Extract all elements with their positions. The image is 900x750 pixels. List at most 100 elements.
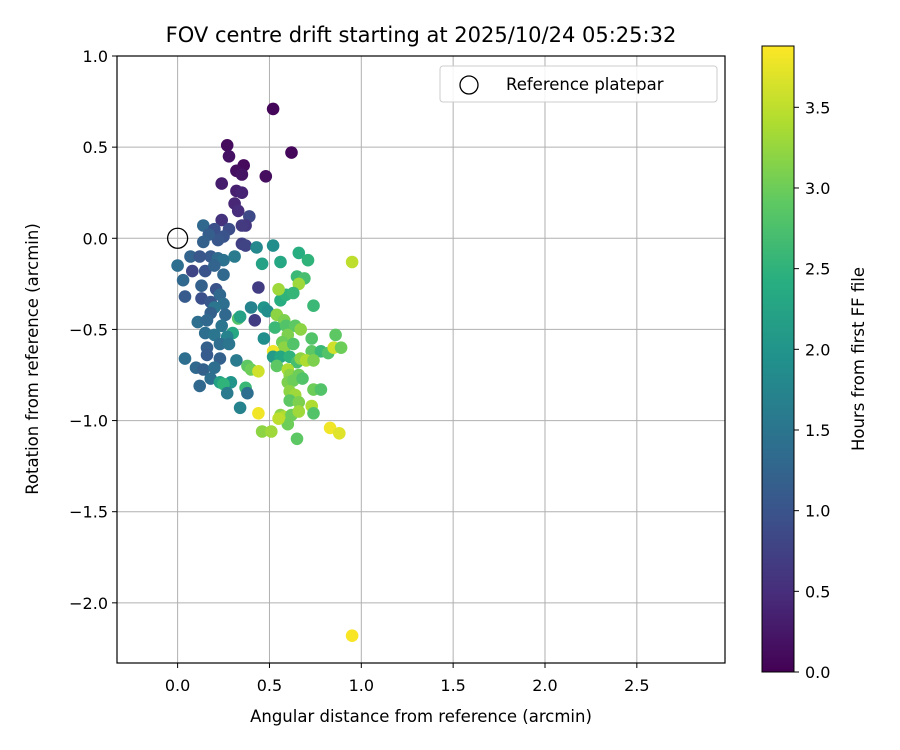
data-point	[219, 308, 232, 322]
data-point	[329, 328, 342, 342]
data-point	[287, 337, 300, 351]
data-point	[178, 290, 192, 303]
data-point	[197, 219, 210, 232]
colorbar-label: Hours from first FF file	[849, 267, 868, 451]
data-point	[213, 337, 227, 351]
data-point	[235, 219, 249, 232]
data-point	[220, 386, 234, 400]
data-point	[345, 629, 359, 642]
colorbar-ticks: 0.0 0.5 1.0 1.5 2.0 2.5 3.0 3.5	[794, 98, 830, 682]
data-point	[222, 337, 236, 351]
x-tick-label: 2.0	[532, 676, 557, 695]
data-point	[213, 352, 227, 365]
data-point	[231, 204, 245, 218]
data-point	[184, 250, 197, 263]
x-tick-label: 1.5	[440, 676, 465, 695]
x-axis-ticks: 0.0 0.5 1.0 1.5 2.0 2.5	[165, 663, 650, 695]
data-point	[307, 407, 320, 420]
colorbar-tick-label: 0.5	[805, 582, 830, 601]
x-tick-label: 0.0	[165, 676, 190, 695]
data-point	[208, 361, 221, 375]
data-point	[211, 233, 225, 247]
x-tick-label: 1.0	[349, 676, 374, 695]
data-point	[266, 239, 280, 252]
data-point	[252, 407, 265, 420]
data-point	[244, 301, 258, 314]
colorbar-tick-label: 2.5	[805, 260, 830, 279]
data-point	[193, 250, 206, 263]
data-point	[333, 427, 346, 440]
data-point	[274, 255, 287, 269]
data-point	[208, 328, 221, 342]
data-point	[217, 268, 230, 282]
scatter-points	[171, 102, 359, 642]
data-point	[272, 412, 285, 426]
data-point	[323, 421, 337, 435]
data-point	[248, 314, 262, 327]
reference-platepar-circle	[166, 227, 189, 249]
data-point	[301, 253, 315, 267]
data-point	[186, 264, 199, 278]
data-point	[235, 168, 249, 181]
data-point	[285, 146, 298, 159]
legend: Reference platepar	[439, 65, 718, 103]
data-point	[266, 102, 280, 116]
colorbar-tick-label: 3.5	[805, 98, 830, 117]
data-point	[198, 264, 212, 278]
data-point	[268, 321, 282, 334]
data-point	[200, 348, 214, 362]
data-point	[197, 363, 210, 376]
data-point	[230, 354, 243, 367]
data-point	[215, 213, 228, 227]
y-tick-label: −1.5	[69, 503, 108, 522]
legend-marker-icon	[459, 75, 479, 95]
data-point	[215, 319, 228, 333]
data-point	[252, 281, 265, 294]
data-point	[345, 255, 359, 269]
colorbar-tick-label: 3.0	[805, 179, 830, 198]
data-point	[195, 279, 208, 293]
data-point	[222, 150, 236, 163]
data-point	[208, 259, 221, 272]
data-point	[294, 323, 308, 336]
y-axis-label: Rotation from reference (arcmin)	[23, 223, 42, 495]
data-point	[193, 379, 206, 393]
data-point	[228, 250, 241, 263]
data-point	[281, 417, 295, 431]
colorbar-tick-label: 2.0	[805, 340, 830, 359]
data-point	[220, 139, 234, 152]
data-point	[259, 170, 273, 183]
data-point	[178, 352, 192, 365]
y-tick-label: 0.5	[83, 138, 108, 157]
data-point	[171, 259, 184, 272]
data-point	[307, 299, 320, 313]
plot-frame	[116, 55, 726, 664]
grid-lines	[117, 55, 725, 663]
y-tick-label: −1.0	[69, 412, 108, 431]
data-point	[200, 314, 214, 327]
data-point	[287, 286, 300, 300]
data-point	[197, 235, 210, 249]
data-point	[292, 405, 306, 418]
y-tick-label: 1.0	[83, 47, 108, 66]
y-axis-ticks: 1.0 0.5 0.0 −0.5 −1.0 −1.5 −2.0	[69, 47, 117, 613]
legend-box	[439, 65, 718, 103]
data-point	[305, 332, 319, 345]
data-point	[257, 332, 271, 345]
data-point	[270, 359, 284, 373]
colorbar-tick-label: 0.0	[805, 663, 830, 682]
data-point	[296, 372, 309, 385]
y-tick-label: −2.0	[69, 594, 108, 613]
colorbar-tick-label: 1.0	[805, 502, 830, 521]
data-point	[307, 354, 320, 367]
data-point	[265, 425, 278, 438]
data-point	[252, 365, 265, 378]
data-point	[334, 341, 348, 355]
reference-platepar-marker	[166, 227, 189, 249]
data-point	[176, 273, 190, 287]
data-point	[272, 283, 285, 296]
chart-title: FOV centre drift starting at 2025/10/24 …	[166, 23, 677, 47]
data-point	[239, 239, 252, 252]
data-point	[255, 425, 269, 438]
